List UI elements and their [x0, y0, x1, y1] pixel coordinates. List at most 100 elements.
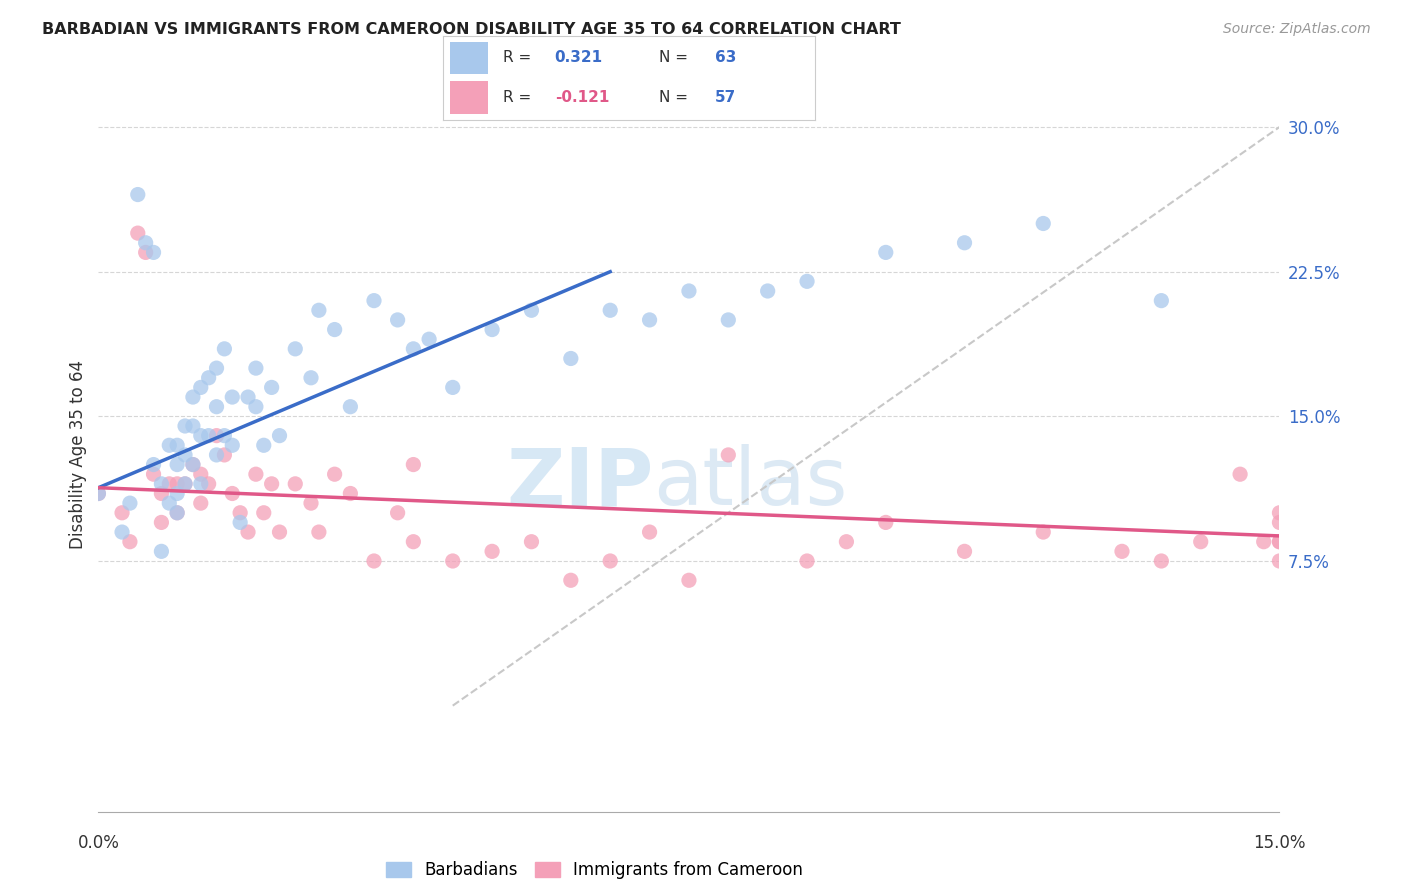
Point	[190, 476, 212, 491]
Point	[1189, 534, 1212, 549]
Text: N =: N =	[659, 90, 693, 105]
Point	[260, 380, 283, 394]
Point	[245, 467, 267, 482]
Point	[174, 448, 197, 462]
Point	[181, 458, 204, 472]
Point	[197, 371, 219, 385]
Point	[205, 448, 228, 462]
Point	[308, 524, 330, 539]
Point	[221, 438, 243, 452]
Point	[205, 400, 228, 414]
Point	[323, 322, 346, 336]
Point	[1268, 534, 1291, 549]
Point	[253, 438, 276, 452]
Text: R =: R =	[502, 90, 536, 105]
Point	[835, 534, 858, 549]
Point	[142, 458, 165, 472]
Point	[402, 458, 425, 472]
Text: R =: R =	[502, 50, 536, 65]
Y-axis label: Disability Age 35 to 64: Disability Age 35 to 64	[69, 360, 87, 549]
Text: ZIP: ZIP	[506, 444, 654, 523]
Point	[387, 506, 409, 520]
Point	[166, 486, 188, 500]
Point	[166, 476, 188, 491]
Point	[229, 516, 252, 530]
Point	[127, 226, 149, 240]
Point	[875, 245, 897, 260]
Text: 63: 63	[714, 50, 737, 65]
Point	[284, 476, 307, 491]
Point	[299, 496, 322, 510]
Point	[166, 438, 188, 452]
Point	[87, 486, 110, 500]
Point	[181, 419, 204, 434]
Point	[638, 524, 661, 539]
Point	[599, 303, 621, 318]
Point	[520, 534, 543, 549]
Point	[87, 486, 110, 500]
Point	[181, 458, 204, 472]
Point	[418, 332, 440, 346]
Text: 57: 57	[714, 90, 737, 105]
Point	[953, 235, 976, 250]
Point	[253, 506, 276, 520]
Text: Source: ZipAtlas.com: Source: ZipAtlas.com	[1223, 22, 1371, 37]
Point	[269, 524, 291, 539]
Point	[221, 486, 243, 500]
Point	[214, 428, 236, 442]
Point	[150, 486, 173, 500]
Text: N =: N =	[659, 50, 693, 65]
Point	[166, 458, 188, 472]
Point	[441, 554, 464, 568]
Point	[190, 496, 212, 510]
Point	[308, 303, 330, 318]
Point	[1150, 554, 1173, 568]
Point	[190, 428, 212, 442]
Point	[339, 400, 361, 414]
Point	[441, 380, 464, 394]
Point	[269, 428, 291, 442]
Point	[135, 245, 157, 260]
Text: 0.0%: 0.0%	[77, 834, 120, 852]
Point	[363, 293, 385, 308]
Point	[638, 313, 661, 327]
Point	[157, 496, 180, 510]
Point	[260, 476, 283, 491]
Point	[245, 400, 267, 414]
Point	[127, 187, 149, 202]
Point	[560, 351, 582, 366]
Point	[299, 371, 322, 385]
Point	[717, 313, 740, 327]
Text: -0.121: -0.121	[554, 90, 609, 105]
Point	[560, 574, 582, 588]
Point	[1268, 554, 1291, 568]
Point	[284, 342, 307, 356]
Point	[1268, 534, 1291, 549]
Point	[157, 438, 180, 452]
Point	[190, 380, 212, 394]
Point	[363, 554, 385, 568]
Point	[214, 342, 236, 356]
Point	[190, 467, 212, 482]
Text: 15.0%: 15.0%	[1253, 834, 1306, 852]
Point	[323, 467, 346, 482]
Point	[402, 342, 425, 356]
Point	[953, 544, 976, 558]
Point	[678, 284, 700, 298]
Point	[481, 322, 503, 336]
Point	[1032, 217, 1054, 231]
Point	[157, 476, 180, 491]
Point	[174, 476, 197, 491]
Point	[166, 506, 188, 520]
Point	[135, 235, 157, 250]
Point	[118, 496, 141, 510]
FancyBboxPatch shape	[450, 42, 488, 74]
Point	[150, 544, 173, 558]
Point	[339, 486, 361, 500]
Point	[111, 506, 134, 520]
Point	[229, 506, 252, 520]
FancyBboxPatch shape	[450, 81, 488, 113]
Point	[142, 467, 165, 482]
Point	[166, 506, 188, 520]
Point	[214, 448, 236, 462]
